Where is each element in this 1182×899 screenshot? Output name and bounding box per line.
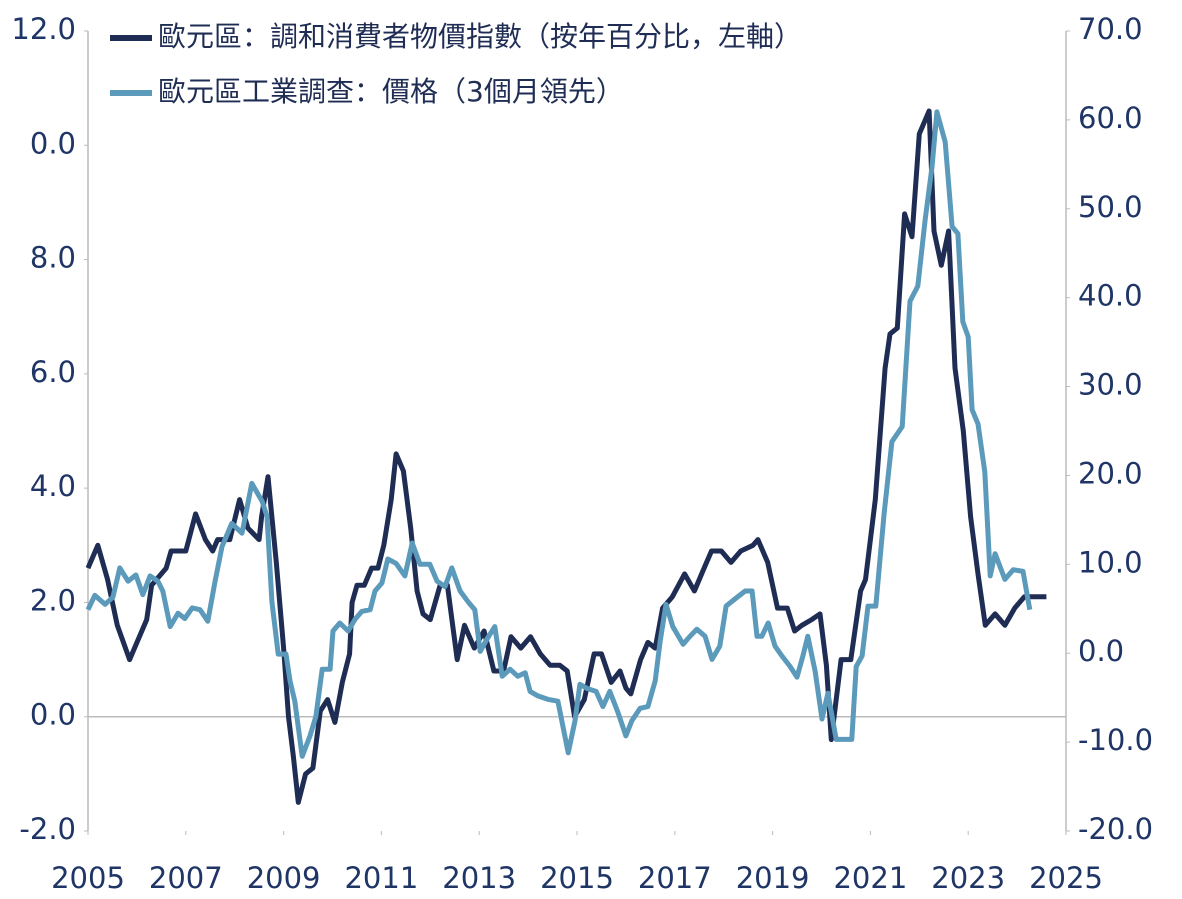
y-tick-label: 12.0 [11,12,76,46]
x-tick-label: 2013 [442,861,516,895]
x-tick-label: 2025 [1029,861,1103,895]
y2-tick-label: -10.0 [1078,723,1153,757]
y-tick-label: 2.0 [30,583,76,617]
y-tick-label: 0.0 [30,126,76,160]
y-tick-label: 0.0 [30,698,76,732]
legend-label: 歐元區：調和消費者物價指數（按年百分比，左軸） [158,20,802,53]
x-tick-label: 2015 [540,861,614,895]
y2-tick-label: -20.0 [1078,812,1153,846]
x-tick-label: 2011 [344,861,418,895]
y2-tick-label: 10.0 [1078,545,1143,579]
x-tick-label: 2023 [931,861,1005,895]
series-line [85,108,1047,805]
y2-tick-label: 40.0 [1078,279,1143,313]
x-tick-label: 2021 [833,861,907,895]
y2-tick-label: 60.0 [1078,101,1143,135]
y2-tick-label: 50.0 [1078,190,1143,224]
y2-tick-label: 0.0 [1078,634,1124,668]
y-tick-label: -2.0 [19,812,76,846]
x-tick-label: 2019 [736,861,810,895]
y-tick-label: 8.0 [30,241,76,275]
series-line [85,109,1033,759]
x-tick-label: 2007 [149,861,223,895]
y2-tick-label: 20.0 [1078,456,1143,490]
y-tick-label: 6.0 [30,355,76,389]
y-tick-label: 4.0 [30,469,76,503]
x-tick-label: 2005 [51,861,125,895]
legend-label: 歐元區工業調查：價格（3個月領先） [158,75,624,108]
y2-tick-label: 30.0 [1078,368,1143,402]
x-tick-label: 2017 [638,861,712,895]
y2-tick-label: 70.0 [1078,12,1143,46]
x-tick-label: 2009 [247,861,321,895]
